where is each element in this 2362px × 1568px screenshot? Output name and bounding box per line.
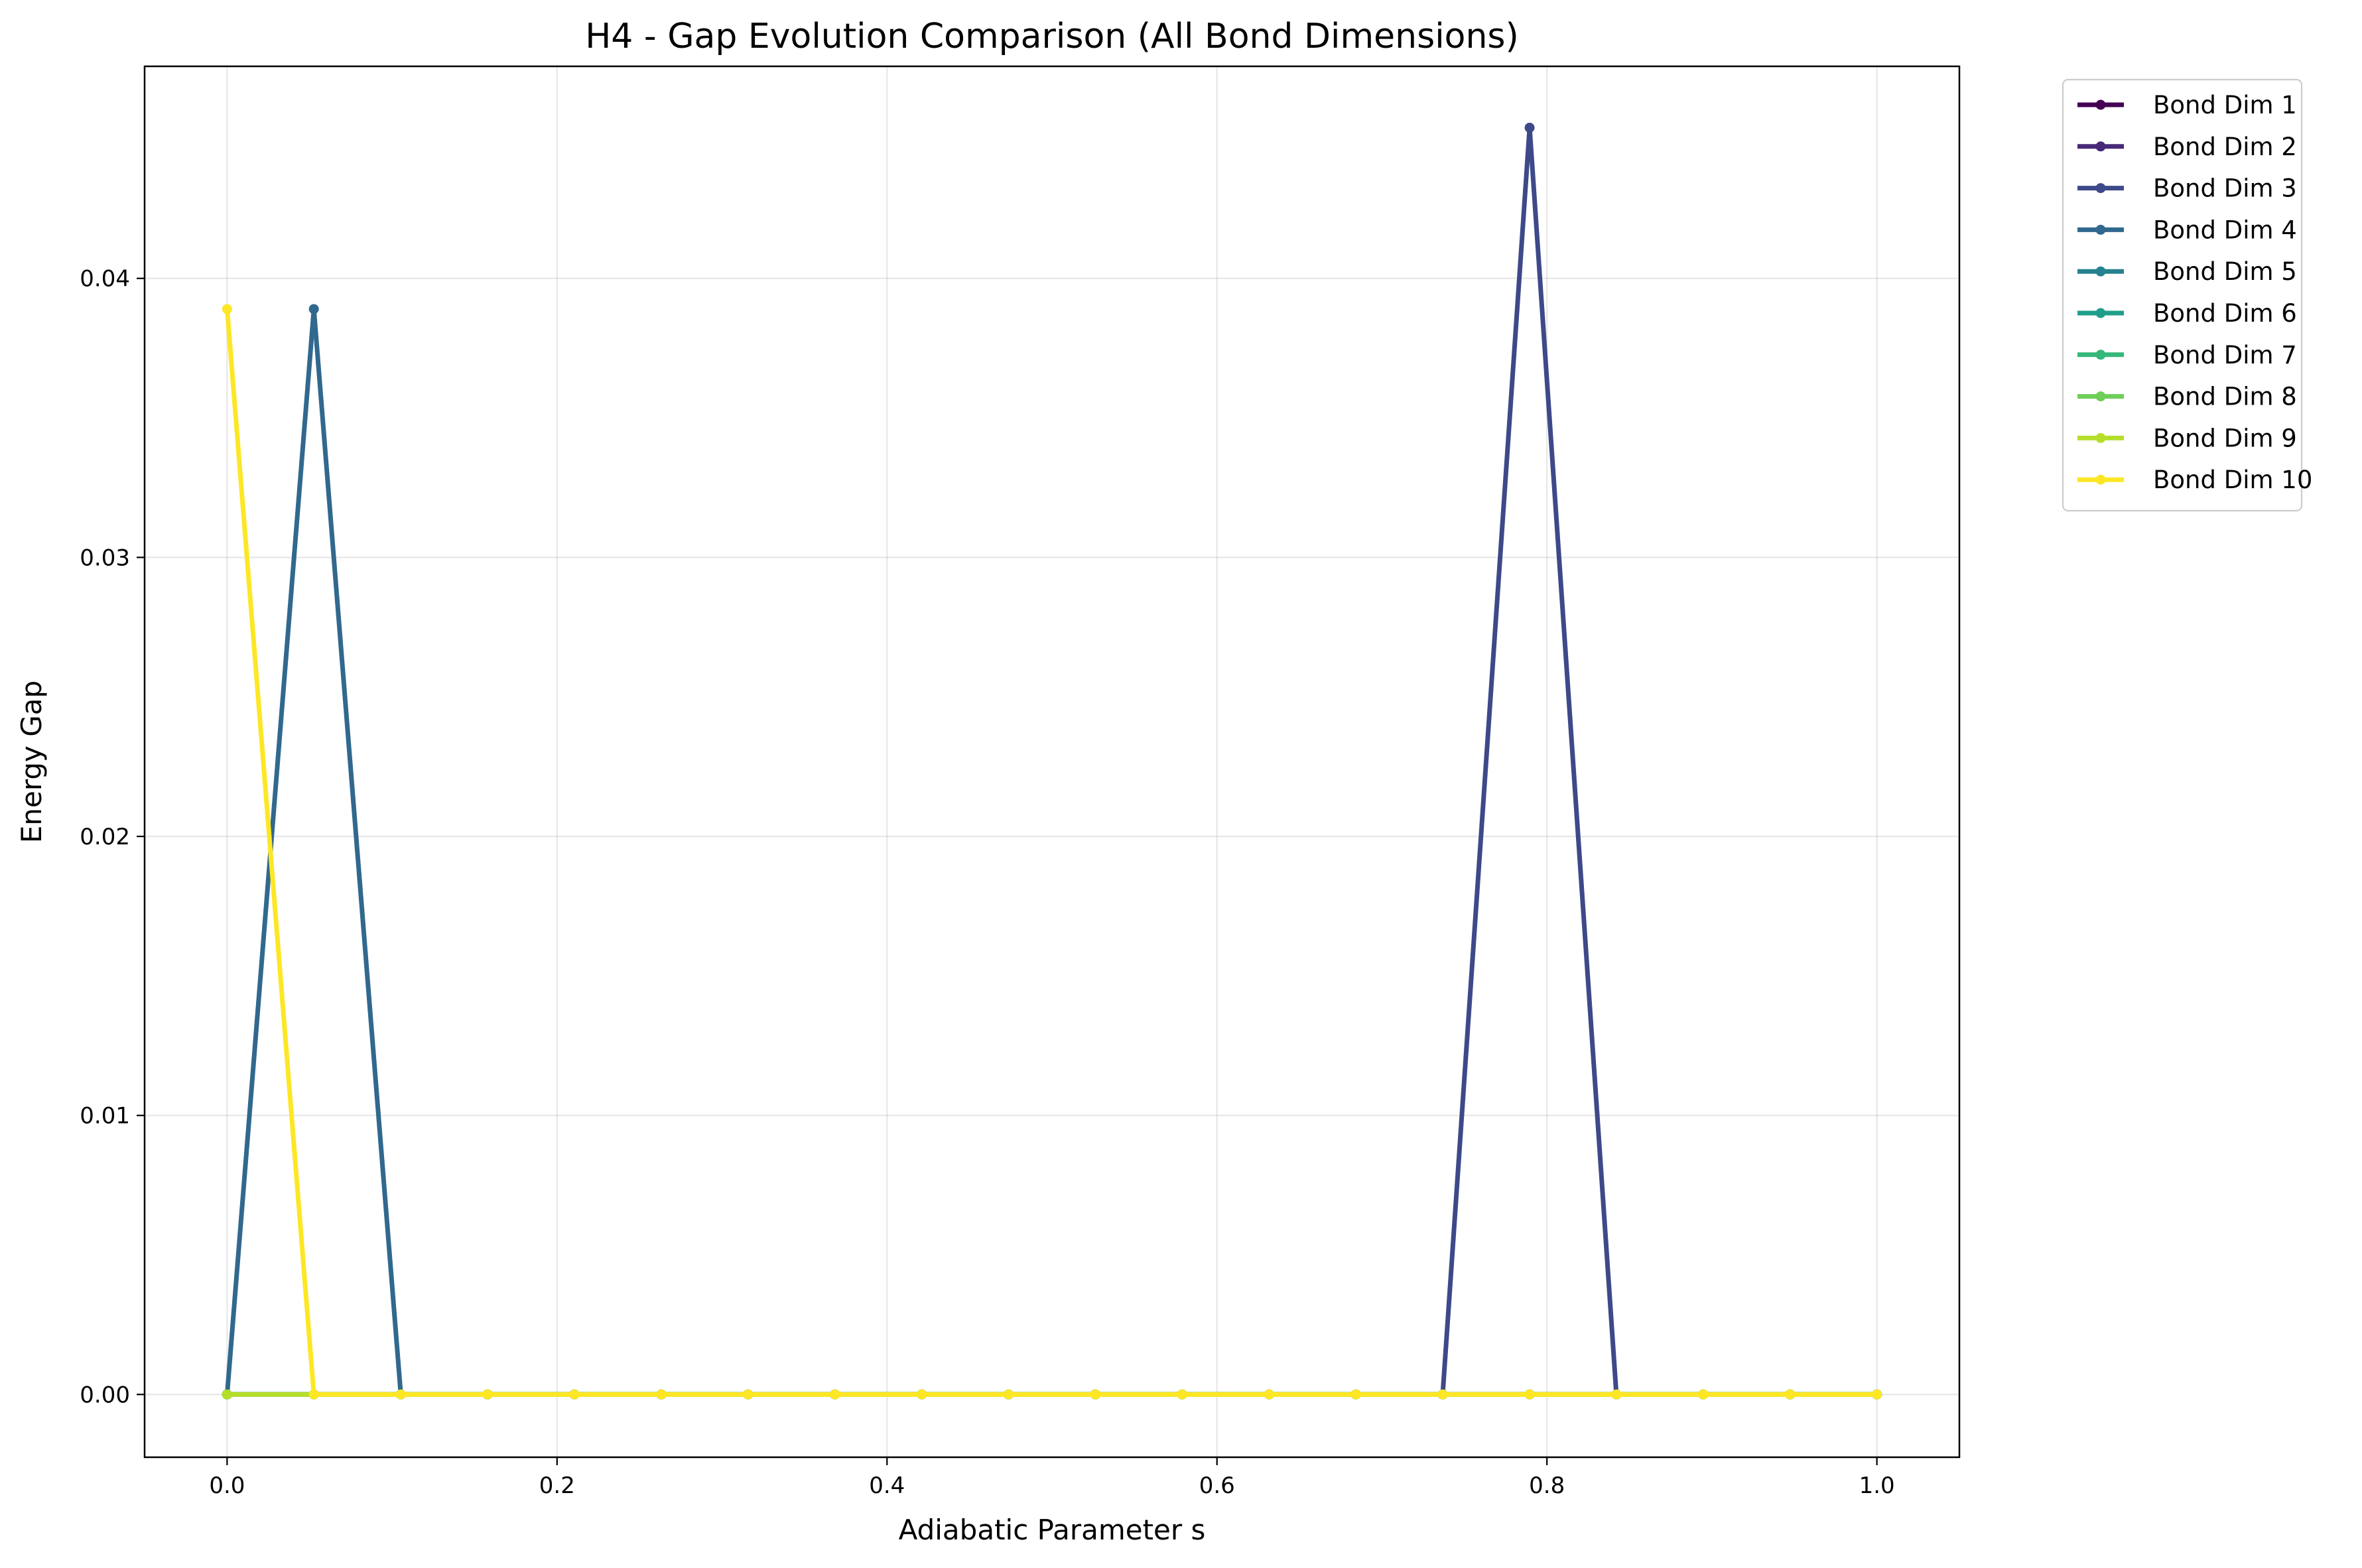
data-point (1524, 123, 1535, 133)
legend-label: Bond Dim 6 (2153, 299, 2297, 328)
data-point (1524, 1389, 1535, 1400)
legend-marker (2095, 183, 2106, 194)
x-tick-label: 0.8 (1529, 1472, 1565, 1499)
legend-item: Bond Dim 6 (2077, 299, 2297, 328)
series-layer (222, 123, 1882, 1400)
legend-item: Bond Dim 7 (2077, 341, 2297, 369)
plot-frame (143, 65, 1961, 1459)
data-point (569, 1389, 580, 1400)
legend-marker (2095, 308, 2106, 318)
ticks: 0.0 0.2 0.4 0.6 0.8 1.0 0.00 0.01 0.02 0.03 0.04 (80, 266, 1894, 1499)
data-point (830, 1389, 840, 1400)
legend-label: Bond Dim 8 (2153, 383, 2297, 411)
y-tick-label: 0.02 (80, 824, 130, 850)
data-point (656, 1389, 667, 1400)
x-tick-label: 0.0 (209, 1472, 245, 1499)
data-point (308, 304, 319, 314)
data-point (743, 1389, 754, 1400)
x-tick-label: 0.6 (1199, 1472, 1235, 1499)
legend-label: Bond Dim 9 (2153, 424, 2297, 452)
legend-label: Bond Dim 1 (2153, 91, 2297, 119)
data-point (917, 1389, 927, 1400)
data-point (395, 1389, 406, 1400)
legend-label: Bond Dim 10 (2153, 466, 2312, 494)
legend-marker (2095, 432, 2106, 443)
legend-marker (2095, 224, 2106, 235)
data-point (1004, 1389, 1014, 1400)
y-tick-label: 0.00 (80, 1382, 130, 1408)
x-axis-label: Adiabatic Parameter s (899, 1514, 1206, 1546)
legend-label: Bond Dim 5 (2153, 257, 2297, 286)
data-point (1611, 1389, 1622, 1400)
y-tick-label: 0.03 (80, 545, 130, 571)
chart-title: H4 - Gap Evolution Comparison (All Bond … (585, 17, 1519, 56)
legend-item: Bond Dim 9 (2077, 424, 2297, 452)
legend-marker (2095, 141, 2106, 152)
x-tick-label: 0.4 (869, 1472, 905, 1499)
data-point (1872, 1389, 1882, 1400)
legend-label: Bond Dim 4 (2153, 216, 2297, 244)
legend-marker (2095, 474, 2106, 485)
legend-label: Bond Dim 2 (2153, 133, 2297, 161)
legend-marker (2095, 99, 2106, 110)
legend-marker (2095, 266, 2106, 277)
series-line (224, 308, 1877, 1397)
x-tick-label: 0.2 (539, 1472, 575, 1499)
data-point (308, 1389, 319, 1400)
data-point (1090, 1389, 1100, 1400)
series-10 (222, 304, 1882, 1400)
data-point (222, 304, 232, 314)
legend-item: Bond Dim 3 (2077, 174, 2297, 203)
data-point (1437, 1389, 1448, 1400)
y-axis-label: Energy Gap (15, 681, 48, 843)
legend-item: Bond Dim 10 (2077, 466, 2312, 494)
legend-item: Bond Dim 1 (2077, 91, 2297, 119)
legend-label: Bond Dim 3 (2153, 174, 2297, 203)
legend-item: Bond Dim 8 (2077, 383, 2297, 411)
legend-marker (2095, 350, 2106, 360)
data-point (1785, 1389, 1796, 1400)
y-tick-label: 0.01 (80, 1103, 130, 1130)
legend-marker (2095, 391, 2106, 402)
legend-label: Bond Dim 7 (2153, 341, 2297, 369)
data-point (1350, 1389, 1361, 1400)
legend: Bond Dim 1 Bond Dim 2 Bond Dim 3 Bond Dim 4… (2062, 78, 2312, 512)
data-point (482, 1389, 493, 1400)
legend-item: Bond Dim 5 (2077, 257, 2297, 286)
data-point (1264, 1389, 1274, 1400)
legend-item: Bond Dim 4 (2077, 216, 2297, 244)
x-tick-label: 1.0 (1859, 1472, 1895, 1499)
legend-item: Bond Dim 2 (2077, 133, 2297, 161)
data-point (1177, 1389, 1187, 1400)
data-point (1698, 1389, 1709, 1400)
data-point (222, 1389, 232, 1400)
y-tick-label: 0.04 (80, 266, 130, 293)
